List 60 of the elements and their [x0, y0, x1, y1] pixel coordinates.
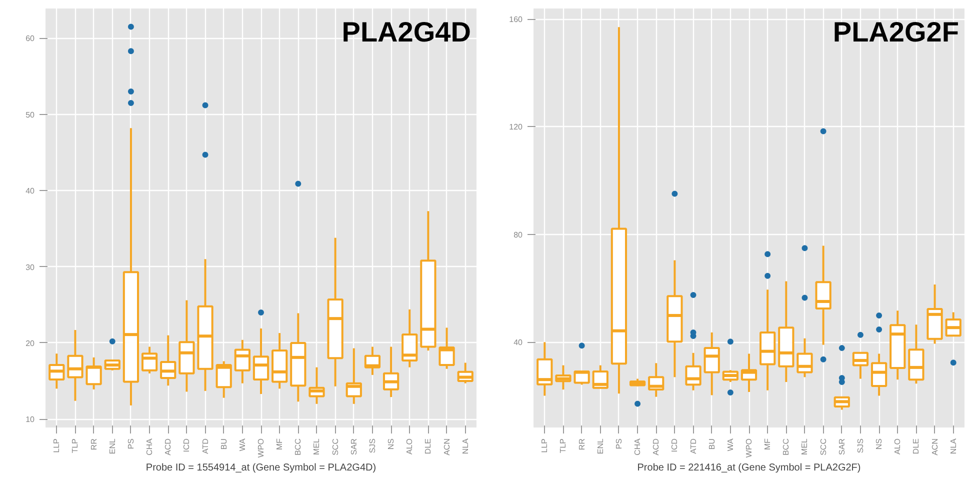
- x-tick-label: BU: [219, 438, 228, 450]
- x-axis-title: Probe ID = 221416_at (Gene Symbol = PLA2G2F): [637, 462, 861, 474]
- x-tick-label: ALO: [405, 438, 414, 455]
- y-tick-label: 40: [514, 338, 524, 348]
- x-tick-label: ACD: [164, 438, 173, 456]
- x-tick-label: SJS: [368, 438, 377, 454]
- x-tick-label: DLE: [912, 438, 921, 454]
- x-tick-label: ATD: [688, 438, 698, 454]
- x-tick-label: BCC: [294, 438, 303, 456]
- y-tick-label: 30: [26, 262, 36, 272]
- x-tick-label: WA: [726, 438, 735, 452]
- x-tick-label: ALO: [893, 438, 902, 455]
- x-tick-label: ATD: [200, 438, 210, 454]
- x-tick-label: BCC: [782, 438, 791, 456]
- x-tick-label: CHA: [145, 438, 154, 456]
- x-tick-label: ENL: [108, 438, 117, 454]
- x-tick-label: ACN: [930, 438, 940, 456]
- x-tick-label: SCC: [818, 438, 828, 456]
- x-tick-label: WA: [238, 438, 247, 452]
- x-tick-label: ENL: [596, 438, 605, 454]
- x-tick-label: ICD: [670, 438, 680, 452]
- x-tick-label: ICD: [182, 438, 192, 452]
- y-tick-label: 160: [509, 15, 524, 24]
- y-tick-label: 60: [26, 34, 36, 44]
- x-tick-label: RR: [577, 438, 586, 450]
- x-axis-title: Probe ID = 1554914_at (Gene Symbol = PLA2G4D): [146, 462, 376, 474]
- x-tick-label: NLA: [948, 438, 958, 454]
- y-tick-label: 50: [26, 110, 36, 120]
- x-tick-label: SCC: [330, 438, 340, 456]
- x-tick-label: CHA: [633, 438, 642, 456]
- x-tick-label: TLP: [558, 438, 568, 454]
- x-tick-label: DLE: [424, 438, 433, 454]
- x-tick-label: BU: [707, 438, 716, 450]
- x-tick-label: SAR: [349, 438, 358, 455]
- chart-title: PLA2G4D: [342, 16, 471, 48]
- x-tick-label: MF: [763, 438, 772, 450]
- x-tick-label: NS: [386, 438, 396, 450]
- x-tick-label: TLP: [70, 438, 80, 454]
- chart-title: PLA2G2F: [832, 16, 959, 48]
- x-tick-label: MF: [275, 438, 284, 450]
- y-tick-label: 40: [26, 186, 36, 196]
- y-tick-label: 120: [509, 122, 524, 132]
- x-tick-label: MEL: [800, 438, 810, 455]
- x-tick-label: LLP: [540, 438, 550, 453]
- x-tick-label: NS: [874, 438, 884, 450]
- x-tick-label: SJS: [856, 438, 865, 454]
- x-tick-label: LLP: [52, 438, 62, 453]
- x-tick-label: RR: [89, 438, 98, 450]
- x-tick-label: WPO: [744, 438, 754, 458]
- x-tick-label: ACN: [442, 438, 452, 456]
- x-tick-label: MEL: [312, 438, 322, 455]
- y-tick-label: 10: [26, 415, 36, 424]
- x-tick-label: WPO: [256, 438, 266, 458]
- x-tick-label: SAR: [837, 438, 846, 455]
- y-tick-label: 80: [514, 230, 524, 240]
- x-tick-label: NLA: [460, 438, 470, 454]
- x-tick-label: PS: [126, 438, 136, 450]
- x-tick-label: ACD: [652, 438, 661, 456]
- y-tick-label: 20: [26, 338, 36, 348]
- x-tick-label: PS: [614, 438, 624, 450]
